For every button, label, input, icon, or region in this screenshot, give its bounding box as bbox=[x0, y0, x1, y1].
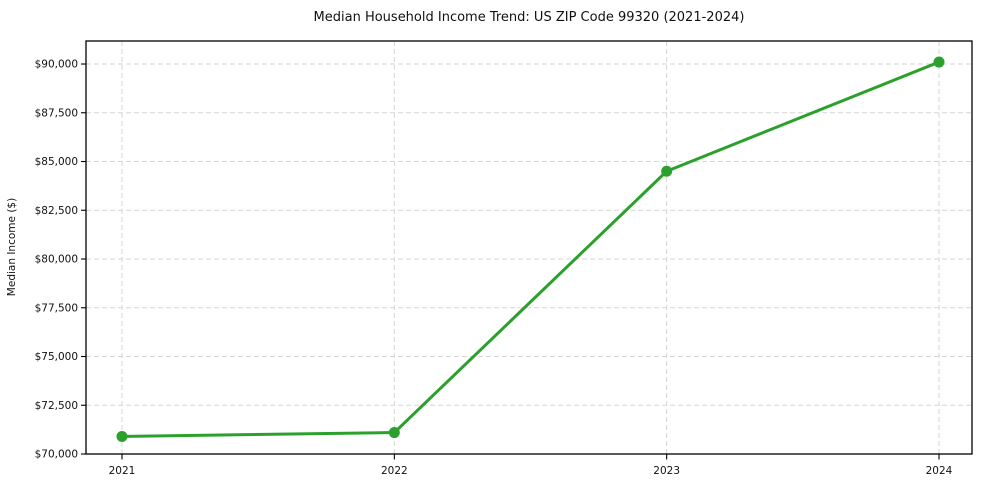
y-tick-label: $75,000 bbox=[35, 351, 78, 363]
data-point bbox=[661, 165, 673, 177]
y-tick-label: $82,500 bbox=[35, 205, 78, 217]
trend-line bbox=[120, 60, 941, 438]
y-tick-label: $70,000 bbox=[35, 449, 78, 461]
x-tick-label: 2022 bbox=[381, 465, 408, 477]
data-series bbox=[116, 56, 945, 442]
y-tick-label: $90,000 bbox=[35, 59, 78, 71]
x-tick-label: 2024 bbox=[926, 465, 953, 477]
chart-title: Median Household Income Trend: US ZIP Co… bbox=[314, 10, 745, 25]
y-axis-label: Median Income ($) bbox=[6, 198, 18, 296]
plot-border bbox=[85, 40, 973, 455]
y-tick-label: $85,000 bbox=[35, 156, 78, 168]
x-tick-label: 2021 bbox=[109, 465, 136, 477]
data-point bbox=[933, 56, 945, 68]
data-point bbox=[388, 427, 400, 439]
gridlines bbox=[86, 41, 972, 455]
x-tick-label: 2023 bbox=[653, 465, 680, 477]
axes bbox=[81, 40, 973, 460]
data-point bbox=[116, 430, 128, 442]
y-tick-label: $72,500 bbox=[35, 400, 78, 412]
y-tick-label: $87,500 bbox=[35, 107, 78, 119]
y-tick-label: $80,000 bbox=[35, 254, 78, 266]
y-tick-label: $77,500 bbox=[35, 302, 78, 314]
tick-labels: $70,000 $72,500 $75,000 $77,500 $80,000 $82,5… bbox=[35, 59, 953, 477]
